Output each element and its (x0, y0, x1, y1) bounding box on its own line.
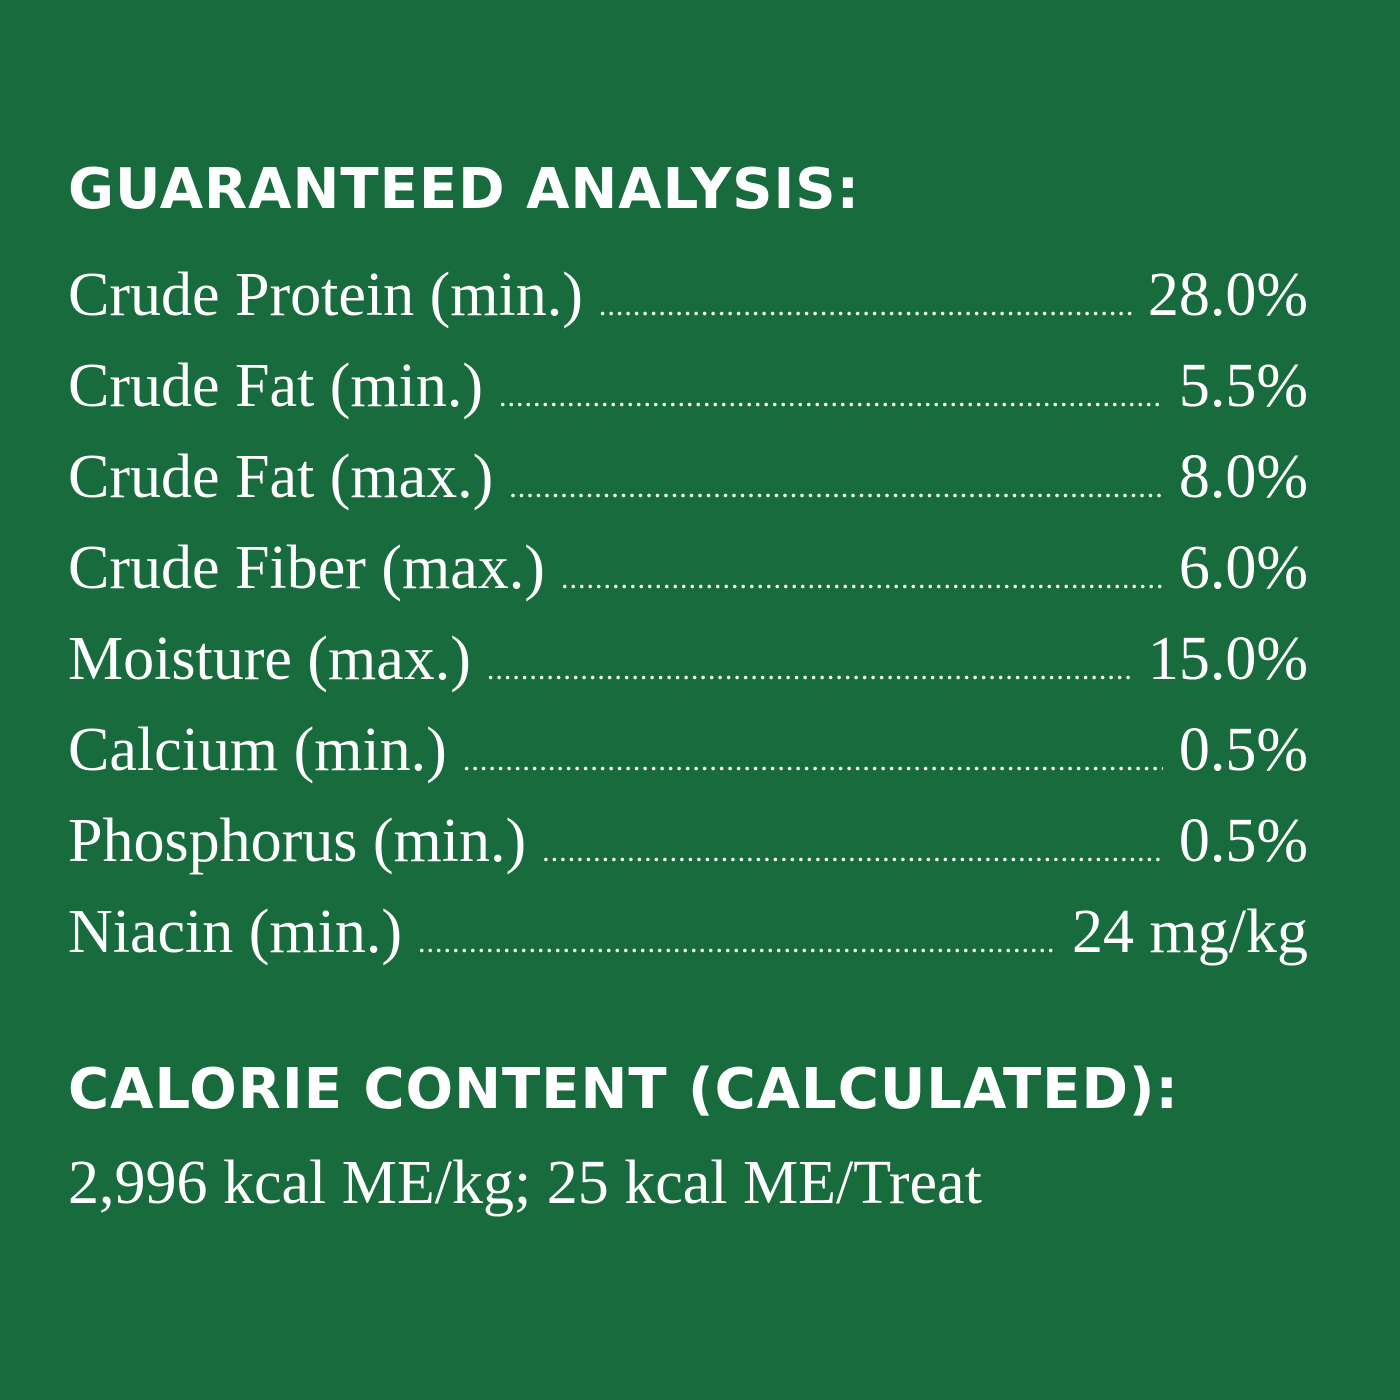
row-value: 6.0% (1178, 534, 1308, 602)
dot-leader (487, 624, 1132, 715)
row-label: Crude Fat (min.) (68, 352, 483, 420)
row-label: Crude Fat (max.) (68, 443, 494, 511)
guaranteed-analysis-heading: GUARANTEED ANALYSIS: (68, 157, 861, 222)
dot-leader (542, 806, 1163, 897)
row-value: 5.5% (1178, 352, 1308, 420)
row-value: 24 mg/kg (1072, 898, 1308, 966)
analysis-row: Moisture (max.) 15.0% (68, 614, 1308, 705)
row-value: 8.0% (1178, 443, 1308, 511)
analysis-row: Calcium (min.) 0.5% (68, 705, 1308, 796)
row-value: 0.5% (1178, 716, 1308, 784)
analysis-row: Niacin (min.) 24 mg/kg (68, 887, 1308, 978)
analysis-row: Crude Protein (min.) 28.0% (68, 250, 1308, 341)
row-label: Crude Protein (min.) (68, 261, 583, 329)
analysis-row: Crude Fat (max.) 8.0% (68, 432, 1308, 523)
dot-leader (561, 533, 1163, 624)
row-value: 0.5% (1178, 807, 1308, 875)
row-label: Calcium (min.) (68, 716, 447, 784)
row-label: Crude Fiber (max.) (68, 534, 545, 602)
calorie-content-heading: CALORIE CONTENT (CALCULATED): (68, 1057, 1179, 1122)
row-value: 15.0% (1147, 625, 1308, 693)
dot-leader (599, 260, 1132, 351)
row-label: Moisture (max.) (68, 625, 471, 693)
dot-leader (418, 897, 1056, 988)
dot-leader (499, 351, 1163, 442)
dot-leader (463, 715, 1163, 806)
row-label: Niacin (min.) (68, 898, 403, 966)
analysis-table: Crude Protein (min.) 28.0% Crude Fat (min… (68, 250, 1308, 978)
analysis-row: Phosphorus (min.) 0.5% (68, 796, 1308, 887)
calorie-content-text: 2,996 kcal ME/kg; 25 kcal ME/Treat (68, 1149, 982, 1217)
analysis-row: Crude Fiber (max.) 6.0% (68, 523, 1308, 614)
analysis-row: Crude Fat (min.) 5.5% (68, 341, 1308, 432)
dot-leader (509, 442, 1163, 533)
row-label: Phosphorus (min.) (68, 807, 527, 875)
row-value: 28.0% (1147, 261, 1308, 329)
